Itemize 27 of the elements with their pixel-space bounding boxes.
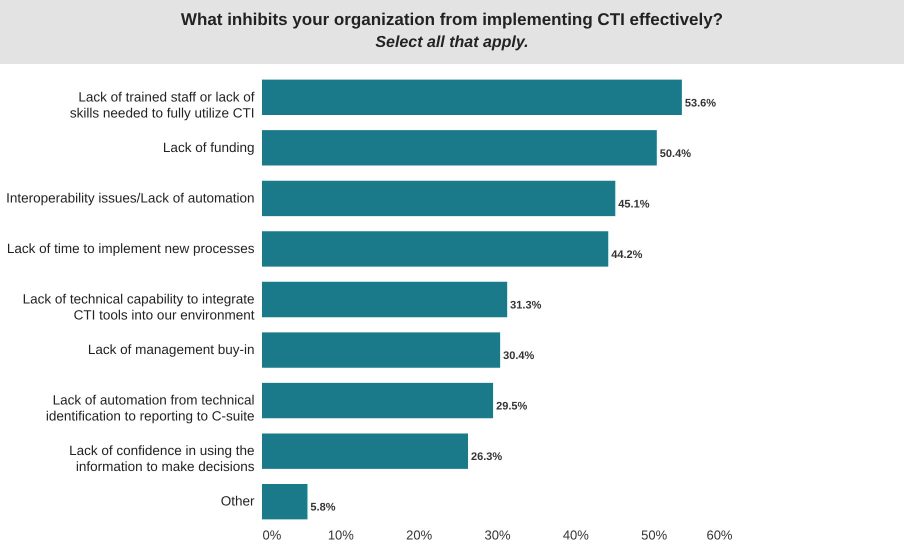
x-tick-label: 10% — [328, 528, 354, 542]
y-tick-label: Lack of time to implement new processes — [6, 240, 255, 256]
y-tick-label: Lack of confidence in using the information to make decisions — [69, 443, 255, 474]
data-label: 5.8% — [310, 502, 336, 514]
x-tick-label: 40% — [562, 528, 590, 542]
data-label: 26.3% — [471, 451, 502, 464]
x-tick-label: 30% — [484, 528, 511, 542]
data-label: 45.1% — [618, 198, 650, 210]
x-tick-label: 20% — [406, 528, 433, 542]
y-tick-label: Lack of trained staff or lack of skills needed to fully utilize CTI — [70, 89, 255, 120]
y-tick-label: Lack of technical capability to integrate CTI tools into our environment — [22, 292, 255, 322]
y-tick-label: Lack of management buy-in — [88, 342, 254, 358]
data-label: 50.4% — [660, 148, 692, 160]
data-label: 31.3% — [510, 300, 542, 312]
y-tick-label: Interoperability issues/Lack of automation — [6, 190, 254, 206]
y-tick-label: Lack of automation from technical identification to reporting to C-suite — [46, 392, 254, 424]
x-tick-label: 0% — [262, 528, 282, 542]
chart-subtitle: Select all that apply. — [374, 34, 530, 52]
y-tick-label: Lack of funding — [162, 140, 254, 155]
data-label: 44.2% — [611, 248, 643, 261]
data-label: 53.6% — [684, 97, 716, 110]
x-tick-label: 60% — [706, 528, 733, 542]
chart-title: What inhibits your organization from implementing CTI effectively? — [180, 10, 724, 30]
x-tick-label: 50% — [641, 528, 668, 542]
y-tick-label: Other — [220, 494, 255, 509]
data-label: 30.4% — [503, 350, 535, 362]
data-label: 29.5% — [496, 400, 528, 413]
